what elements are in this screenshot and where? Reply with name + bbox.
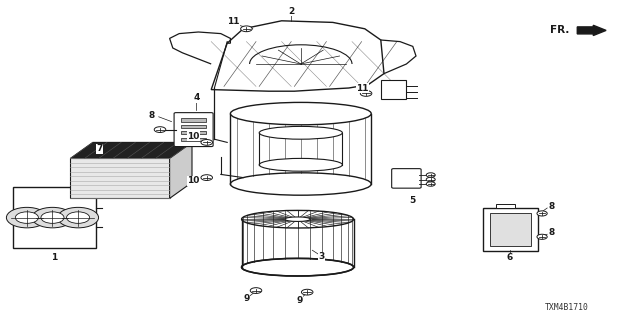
FancyBboxPatch shape	[174, 113, 213, 147]
Circle shape	[426, 173, 435, 177]
Ellipse shape	[230, 173, 371, 195]
Text: 3: 3	[318, 252, 324, 261]
Text: 5: 5	[410, 196, 416, 204]
Text: 4: 4	[193, 93, 200, 102]
Circle shape	[154, 127, 166, 132]
FancyBboxPatch shape	[392, 169, 421, 188]
Text: 8: 8	[548, 228, 555, 237]
Circle shape	[41, 212, 64, 223]
Bar	[483, 208, 538, 251]
Text: 9: 9	[243, 294, 250, 303]
Circle shape	[58, 207, 99, 228]
Bar	[181, 125, 206, 128]
FancyArrow shape	[577, 25, 606, 36]
Ellipse shape	[242, 259, 354, 276]
Bar	[381, 80, 406, 99]
Circle shape	[537, 211, 547, 216]
Text: 2: 2	[288, 7, 294, 16]
Ellipse shape	[259, 126, 342, 139]
Text: 6: 6	[507, 253, 513, 262]
Circle shape	[360, 91, 372, 96]
Text: 7: 7	[96, 144, 102, 153]
Circle shape	[67, 212, 90, 223]
Ellipse shape	[242, 211, 354, 228]
Text: 10: 10	[187, 176, 200, 185]
Ellipse shape	[230, 102, 371, 125]
Bar	[490, 213, 531, 246]
Bar	[70, 158, 170, 198]
Bar	[496, 204, 515, 208]
Ellipse shape	[285, 217, 310, 221]
Bar	[181, 118, 206, 122]
Ellipse shape	[259, 158, 342, 171]
Text: TXM4B1710: TXM4B1710	[545, 303, 589, 312]
Bar	[181, 138, 206, 141]
Circle shape	[426, 182, 435, 186]
Bar	[181, 131, 206, 134]
Circle shape	[301, 289, 313, 295]
Text: 9: 9	[296, 296, 303, 305]
Circle shape	[426, 177, 435, 182]
Polygon shape	[70, 142, 192, 158]
Circle shape	[15, 212, 38, 223]
Bar	[13, 187, 96, 248]
Circle shape	[537, 234, 547, 239]
Text: 8: 8	[548, 202, 555, 211]
Circle shape	[201, 140, 212, 145]
Polygon shape	[170, 142, 192, 198]
Polygon shape	[211, 21, 384, 91]
Circle shape	[6, 207, 47, 228]
Circle shape	[32, 207, 73, 228]
Text: 8: 8	[148, 111, 155, 120]
Text: FR.: FR.	[550, 25, 570, 36]
Circle shape	[250, 288, 262, 293]
Text: 1: 1	[51, 253, 58, 262]
Text: 11: 11	[356, 84, 369, 92]
Circle shape	[201, 175, 212, 180]
Text: 10: 10	[187, 132, 200, 140]
Circle shape	[241, 26, 252, 32]
Text: 11: 11	[227, 17, 240, 26]
